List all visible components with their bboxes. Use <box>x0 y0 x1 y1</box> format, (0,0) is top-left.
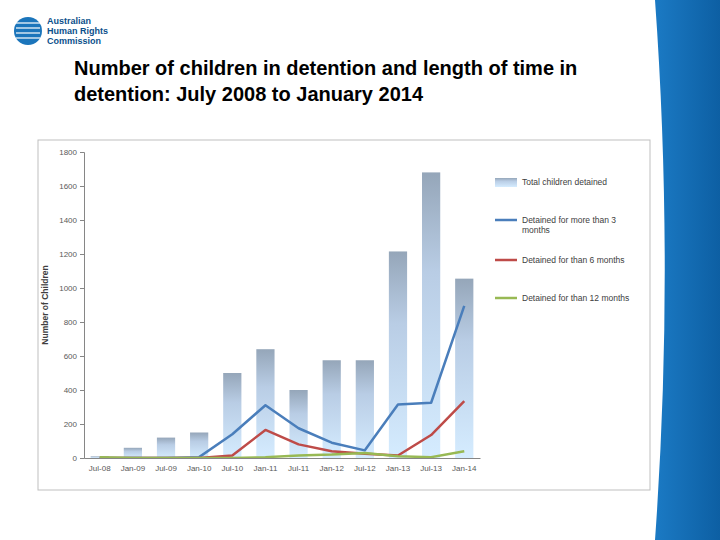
tick-label: Jan-09 <box>121 464 146 473</box>
tick-label: 1200 <box>59 250 77 259</box>
tick-label: Jul-09 <box>155 464 177 473</box>
tick: Jul-09 <box>155 458 177 473</box>
tick: Jan-13 <box>386 458 411 473</box>
slide-title: Number of children in detention and leng… <box>74 55 634 107</box>
tick-label: 1800 <box>59 148 77 157</box>
bar <box>455 279 473 458</box>
logo-line <box>16 37 40 38</box>
logo-line <box>16 32 40 33</box>
tick-mark <box>80 424 84 425</box>
tick: 0 <box>73 454 84 463</box>
logo-text: Human Rights <box>47 26 108 36</box>
legend-item: Detained for than 12 months <box>495 293 629 303</box>
tick-label: Jan-11 <box>253 464 277 473</box>
tick: Jul-12 <box>354 458 376 473</box>
tick-mark <box>80 220 84 221</box>
side-band <box>655 0 720 540</box>
axis-title: Number of Children <box>40 265 50 344</box>
tick-label: 600 <box>64 352 78 361</box>
line <box>100 401 465 458</box>
tick-label: 1400 <box>59 216 77 225</box>
bar <box>157 438 175 458</box>
tick-label: Jan-10 <box>187 464 212 473</box>
legend-item: Detained for than 6 months <box>495 255 625 265</box>
tick-label: Jul-12 <box>354 464 376 473</box>
tick: 600 <box>64 352 84 361</box>
tick: 1200 <box>59 250 84 259</box>
bar <box>389 251 407 458</box>
logo-text: Australian <box>47 16 91 26</box>
tick-label: 1000 <box>59 284 77 293</box>
legend-label: Detained for than 12 months <box>522 293 629 303</box>
legend-label: Detained for than 6 months <box>522 255 625 265</box>
tick-mark <box>80 152 84 153</box>
tick-label: 200 <box>64 420 78 429</box>
tick: Jan-10 <box>187 458 212 473</box>
tick-label: Jul-08 <box>89 464 111 473</box>
tick-mark <box>80 186 84 187</box>
tick-mark <box>80 288 84 289</box>
tick-label: 400 <box>64 386 78 395</box>
legend-swatch <box>495 178 517 187</box>
tick: Jul-10 <box>221 458 243 473</box>
tick-label: Jul-11 <box>288 464 310 473</box>
tick-mark <box>80 356 84 357</box>
tick-mark <box>80 322 84 323</box>
tick: Jan-14 <box>452 458 477 473</box>
tick-label: Jan-13 <box>386 464 411 473</box>
legend-item: Total children detained <box>495 177 607 187</box>
bar <box>124 448 142 458</box>
tick-mark <box>80 390 84 391</box>
tick-label: Jul-10 <box>221 464 243 473</box>
logo: AustralianHuman RightsCommission <box>14 16 108 46</box>
legend-item: Detained for more than 3months <box>495 215 616 235</box>
tick: 1600 <box>59 182 84 191</box>
bar <box>256 349 274 458</box>
line <box>100 451 465 458</box>
legend-label: Total children detained <box>522 177 607 187</box>
tick-label: Jul-13 <box>420 464 442 473</box>
logo-line <box>16 22 40 23</box>
tick: Jul-13 <box>420 458 442 473</box>
tick: 1000 <box>59 284 84 293</box>
legend-label: Detained for more than 3months <box>522 215 616 235</box>
tick: 1400 <box>59 216 84 225</box>
tick-label: Jan-12 <box>319 464 344 473</box>
tick: 400 <box>64 386 84 395</box>
tick: Jul-11 <box>288 458 310 473</box>
bar <box>223 373 241 458</box>
legend-swatch <box>495 297 517 300</box>
line <box>100 306 465 458</box>
tick: 1800 <box>59 148 84 157</box>
tick: Jul-08 <box>89 458 111 473</box>
y-axis: 0 200 400 600 800 1000 1200 1400 1600 1800 <box>59 148 84 463</box>
x-axis: Jul-08 Jan-09 Jul-09 Jan-10 Jul-10 Jan-11 Jul-… <box>85 458 481 473</box>
tick: Jan-09 <box>121 458 146 473</box>
axis-line <box>80 153 85 459</box>
legend-swatch <box>495 219 517 222</box>
tick: 200 <box>64 420 84 429</box>
logo-line <box>16 27 40 28</box>
plot-area <box>91 172 474 458</box>
tick-mark <box>80 254 84 255</box>
tick: Jan-12 <box>319 458 344 473</box>
tick: Jan-11 <box>253 458 277 473</box>
legend: Total children detained Detained for more… <box>495 177 629 303</box>
bar <box>422 172 440 458</box>
chart-frame <box>38 140 650 490</box>
legend-swatch <box>495 259 517 262</box>
tick-label: 1600 <box>59 182 77 191</box>
logo-text: Commission <box>47 36 101 46</box>
tick-mark <box>80 458 84 459</box>
axis-line <box>85 458 481 459</box>
logo-globe <box>14 17 42 45</box>
tick-label: 800 <box>64 318 78 327</box>
tick-label: 0 <box>73 454 78 463</box>
tick: 800 <box>64 318 84 327</box>
tick-label: Jan-14 <box>452 464 477 473</box>
